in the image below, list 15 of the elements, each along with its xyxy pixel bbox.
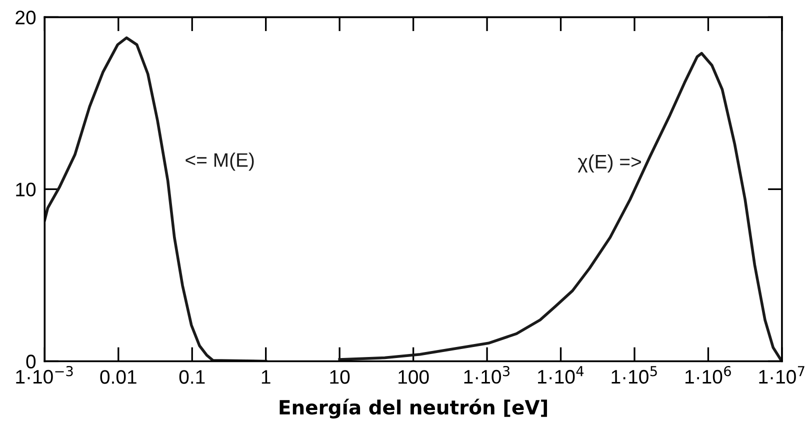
x-tick-label: 1·10$^{6}$ <box>686 366 731 384</box>
x-axis-title: Energía del neutrón [eV] <box>280 398 547 419</box>
x-tick-label: 0.1 <box>179 370 205 384</box>
y-tick-label: 20 <box>16 10 36 24</box>
series-label: <= M(E) <box>186 152 254 171</box>
x-tick-label: 10 <box>330 370 350 384</box>
x-tick-label: 100 <box>398 370 429 384</box>
y-tick-label: 10 <box>16 182 36 196</box>
x-tick-label: 1·10$^{3}$ <box>464 366 510 384</box>
x-tick-label: 1·10$^{7}$ <box>759 366 804 384</box>
x-tick-label: 1 <box>262 370 270 384</box>
x-tick-label: 1·10$^{5}$ <box>612 366 657 384</box>
x-tick-label: 1·10$^{4}$ <box>538 366 584 384</box>
series-label: χ(E) => <box>578 154 641 172</box>
x-tick-label: 0.01 <box>100 370 136 384</box>
